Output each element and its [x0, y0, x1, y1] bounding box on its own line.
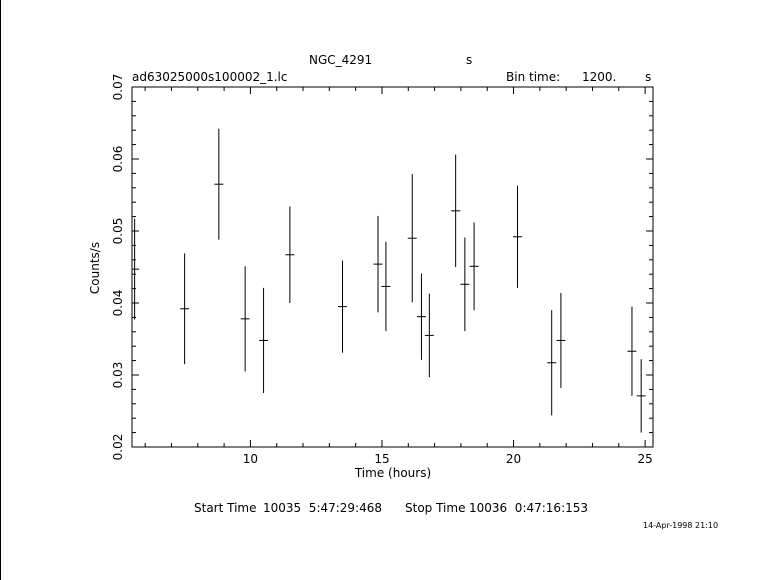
- plot-frame: [131, 86, 654, 448]
- data-point-12: [424, 293, 434, 378]
- y-tick-label: 0.06: [111, 146, 125, 173]
- y-tick-label: 0.03: [111, 362, 125, 389]
- data-point-9: [381, 241, 391, 332]
- chart-title: NGC_4291: [309, 53, 372, 67]
- file-label: ad63025000s100002_1.lc: [132, 70, 288, 84]
- data-point-20: [636, 359, 646, 433]
- y-tick-label: 0.02: [111, 434, 125, 461]
- x-tick-label: 25: [637, 452, 652, 466]
- data-point-13: [451, 154, 461, 267]
- y-tick-label: 0.07: [111, 74, 125, 101]
- x-tick-label: 20: [506, 452, 521, 466]
- data-point-16: [513, 185, 522, 288]
- chart-title-suffix: s: [466, 53, 472, 67]
- x-tick-label: 15: [374, 452, 389, 466]
- stop-time-value: 10036 0:47:16:153: [469, 501, 588, 515]
- start-time-value: 10035 5:47:29:468: [263, 501, 382, 515]
- data-point-8: [373, 215, 383, 313]
- data-point-1: [132, 218, 140, 320]
- y-tick-label: 0.04: [111, 290, 125, 317]
- data-point-4: [240, 266, 250, 372]
- x-tick-label: 10: [243, 452, 258, 466]
- data-point-18: [556, 292, 566, 388]
- data-point-2: [180, 253, 190, 365]
- y-axis-label: Counts/s: [88, 242, 102, 294]
- data-points: [132, 128, 646, 433]
- data-point-14: [460, 237, 470, 332]
- y-tick-label: 0.05: [111, 218, 125, 245]
- bin-time-unit: s: [645, 70, 651, 84]
- data-point-15: [469, 222, 479, 311]
- plot-timestamp: 14-Apr-1998 21:10: [643, 521, 718, 530]
- data-point-5: [259, 287, 269, 393]
- data-point-10: [407, 174, 417, 303]
- data-point-3: [214, 128, 224, 240]
- data-point-6: [285, 206, 295, 303]
- axis-ticks: 10 15 20 25 0.02 0.03 0.04 0.05 0.06 0.07: [111, 74, 653, 466]
- bin-time-value: 1200.: [582, 70, 616, 84]
- x-axis-label: Time (hours): [354, 466, 431, 480]
- data-point-11: [416, 273, 426, 360]
- plot-frame-group: [131, 86, 654, 448]
- stop-time-label: Stop Time: [405, 501, 465, 515]
- bin-time-label: Bin time:: [506, 70, 560, 84]
- data-point-7: [338, 260, 347, 353]
- data-point-19: [627, 306, 637, 396]
- data-point-17: [547, 310, 557, 416]
- start-time-label: Start Time: [194, 501, 257, 515]
